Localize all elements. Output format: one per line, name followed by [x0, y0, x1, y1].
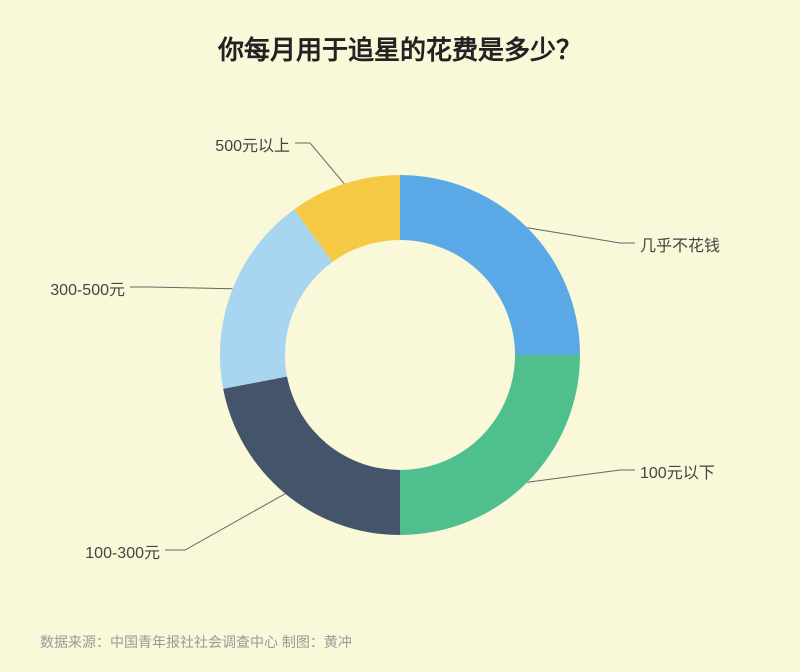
donut-svg	[0, 95, 800, 615]
donut-segment	[400, 175, 580, 355]
leader-line	[295, 143, 344, 184]
donut-segment	[223, 377, 400, 535]
segment-label: 300-500元	[50, 276, 125, 300]
leader-line	[130, 287, 233, 289]
segment-label: 几乎不花钱	[640, 232, 720, 256]
segment-label: 100-300元	[85, 539, 160, 563]
source-text: 数据来源：中国青年报社社会调查中心 制图：黄冲	[40, 632, 352, 652]
leader-line	[527, 470, 635, 482]
segment-label: 100元以下	[640, 459, 715, 483]
donut-segment	[400, 355, 580, 535]
segment-label: 500元以上	[215, 132, 290, 156]
chart-title: 你每月用于追星的花费是多少？	[0, 30, 800, 67]
leader-line	[165, 494, 285, 550]
leader-line	[527, 228, 635, 243]
donut-chart: 几乎不花钱 100元以下 100-300元 300-500元 500元以上	[0, 95, 800, 595]
